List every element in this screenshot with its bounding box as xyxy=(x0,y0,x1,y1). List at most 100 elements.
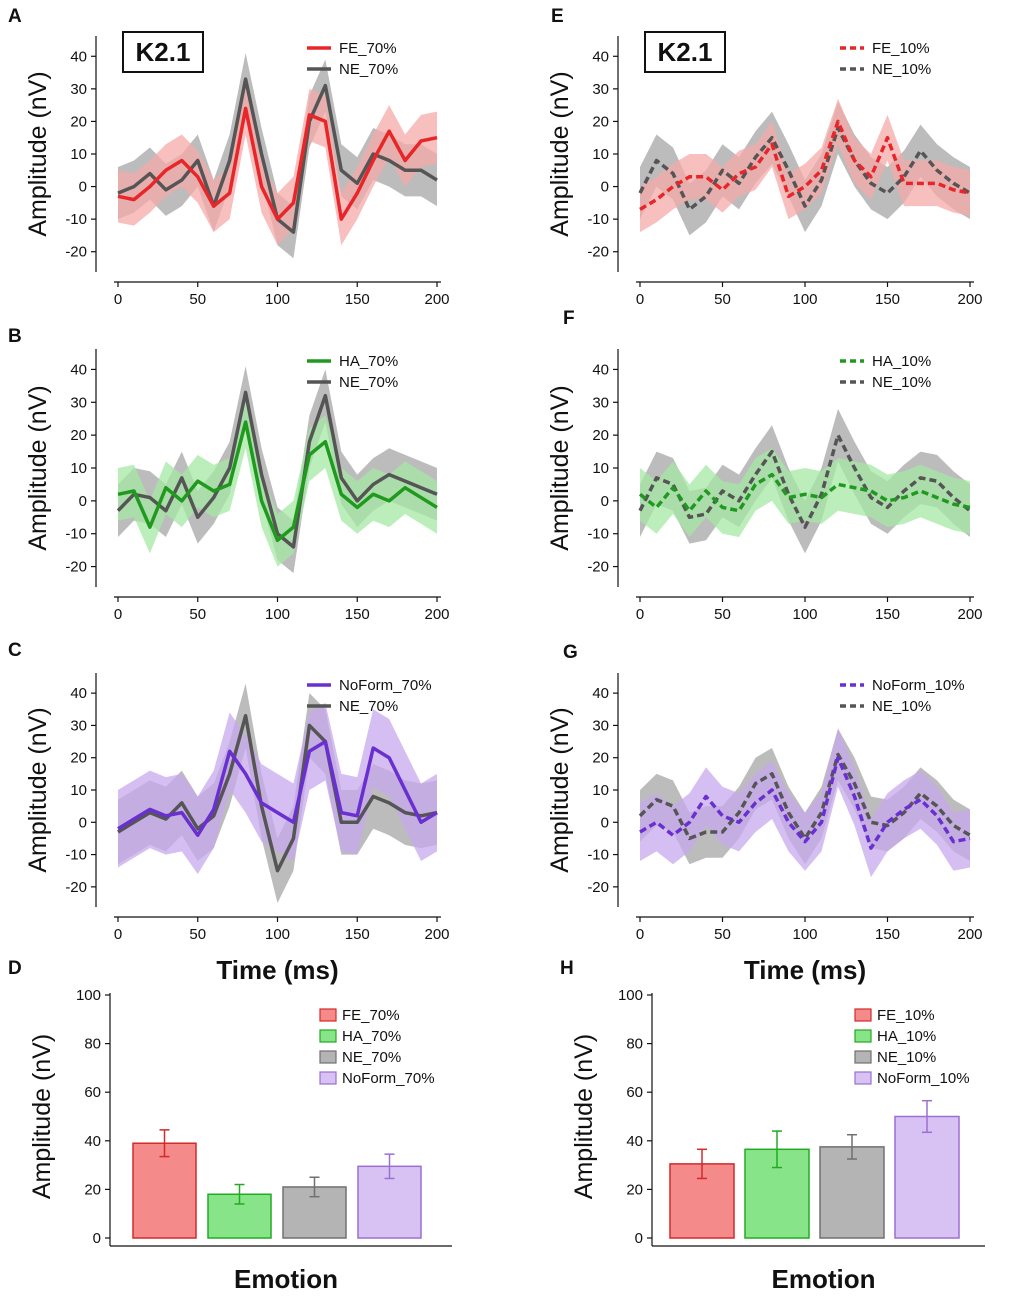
legend-label-d-fe: FE_70% xyxy=(342,1007,400,1024)
legend-label-d-noform: NoForm_70% xyxy=(342,1070,435,1087)
k-label-a: K2.1 xyxy=(136,37,191,67)
y-tick-label-f: 40 xyxy=(592,361,609,378)
y-tick-label-c: -10 xyxy=(65,847,87,864)
legend-swatch-h-ne xyxy=(854,1050,872,1064)
x-tick-label-a: 150 xyxy=(345,291,370,308)
y-tick-label-e: 40 xyxy=(592,48,609,65)
y-tick-label-f: 30 xyxy=(592,394,609,411)
y-tick-label-d: 80 xyxy=(84,1036,101,1053)
legend-label-g-noform: NoForm_10% xyxy=(872,677,965,694)
y-tick-label-h: 60 xyxy=(626,1084,643,1101)
x-tick-label-c: 200 xyxy=(424,926,449,943)
y-tick-label-f: 10 xyxy=(592,460,609,477)
y-tick-label-a: -10 xyxy=(65,211,87,228)
line-g-noform xyxy=(639,755,971,850)
legend-label-d-ha: HA_70% xyxy=(342,1028,401,1045)
x-tick-label-e: 50 xyxy=(714,291,731,308)
y-tick-label-d: 60 xyxy=(84,1084,101,1101)
y-tick-label-g: 30 xyxy=(592,717,609,734)
y-tick-label-c: -20 xyxy=(65,879,87,896)
y-tick-label-c: 20 xyxy=(70,750,87,767)
y-tick-label-f: 20 xyxy=(592,427,609,444)
x-tick-label-a: 50 xyxy=(189,291,206,308)
chart-b: -20 -10 0 10 20 30 40 0 50 100 150 200 Amplitude (nV… xyxy=(24,349,450,623)
legend-swatch-d-ha xyxy=(319,1029,337,1043)
panel-letter-h: H xyxy=(560,958,574,979)
y-tick-label-e: 30 xyxy=(592,81,609,98)
y-axis-title-h: Amplitude (nV) xyxy=(570,1034,598,1199)
y-tick-label-h: 20 xyxy=(626,1181,643,1198)
band-g-noform xyxy=(640,728,970,878)
x-tick-label-c: 100 xyxy=(265,926,290,943)
y-tick-label-a: 40 xyxy=(70,48,87,65)
x-tick-label-g: 100 xyxy=(792,926,817,943)
legend-swatch-h-ha xyxy=(854,1029,872,1043)
y-tick-label-h: 80 xyxy=(626,1036,643,1053)
y-tick-label-g: -10 xyxy=(587,847,609,864)
y-tick-label-g: 10 xyxy=(592,782,609,799)
y-axis-title-c: Amplitude (nV) xyxy=(24,707,52,872)
y-tick-label-a: 20 xyxy=(70,113,87,130)
legend-swatch-h-fe xyxy=(854,1008,872,1022)
chart-c: -20 -10 0 10 20 30 40 0 50 100 150 200 Amplitude (nV… xyxy=(24,673,450,985)
legend-label-g-ne: NE_10% xyxy=(872,698,931,715)
bar-h-noform xyxy=(894,1115,960,1239)
x-tick-label-f: 150 xyxy=(875,606,900,623)
panel-letter-a: A xyxy=(8,6,22,27)
y-tick-label-b: 20 xyxy=(70,427,87,444)
legend-label-c-noform: NoForm_70% xyxy=(339,677,432,694)
x-axis-title-g: Time (ms) xyxy=(744,955,866,985)
k-label-box-a xyxy=(122,31,204,73)
y-tick-label-a: -20 xyxy=(65,244,87,261)
legend-label-a-ne: NE_70% xyxy=(339,61,398,78)
y-tick-label-d: 40 xyxy=(84,1133,101,1150)
x-tick-label-f: 100 xyxy=(792,606,817,623)
band-a-fe xyxy=(118,82,437,246)
band-c-noform xyxy=(118,702,437,874)
x-tick-label-g: 50 xyxy=(714,926,731,943)
y-tick-label-c: 10 xyxy=(70,782,87,799)
chart-e: -20 -10 0 10 20 30 40 0 50 100 150 200 Amplitude (nV… xyxy=(546,31,983,308)
x-axis-title-c: Time (ms) xyxy=(216,955,338,985)
legend-label-h-ne: NE_10% xyxy=(877,1049,936,1066)
panel-letter-c: C xyxy=(8,640,22,661)
y-tick-label-g: 20 xyxy=(592,750,609,767)
x-tick-label-g: 150 xyxy=(875,926,900,943)
y-tick-label-f: -20 xyxy=(587,559,609,576)
legend-label-b-ha: HA_70% xyxy=(339,353,398,370)
k-label-e: K2.1 xyxy=(658,37,713,67)
y-axis-title-f: Amplitude (nV) xyxy=(546,385,574,550)
bar-d-fe xyxy=(132,1142,197,1239)
x-axis-title-h: Emotion xyxy=(772,1264,876,1294)
y-tick-label-e: 0 xyxy=(601,179,609,196)
y-tick-label-b: 10 xyxy=(70,460,87,477)
legend-label-a-fe: FE_70% xyxy=(339,40,397,57)
y-tick-label-h: 0 xyxy=(635,1230,643,1247)
y-tick-label-d: 20 xyxy=(84,1181,101,1198)
x-tick-label-c: 150 xyxy=(345,926,370,943)
x-tick-label-e: 200 xyxy=(957,291,982,308)
legend-label-f-ha: HA_10% xyxy=(872,353,931,370)
y-tick-label-f: 0 xyxy=(601,493,609,510)
y-tick-label-e: 10 xyxy=(592,146,609,163)
line-f-ha xyxy=(638,472,971,513)
y-axis-title-e: Amplitude (nV) xyxy=(546,71,574,236)
y-tick-label-g: 0 xyxy=(601,814,609,831)
y-tick-label-g: 40 xyxy=(592,685,609,702)
y-tick-label-e: -20 xyxy=(587,244,609,261)
y-axis-title-d: Amplitude (nV) xyxy=(28,1034,56,1199)
y-tick-label-b: 30 xyxy=(70,394,87,411)
y-tick-label-a: 10 xyxy=(70,146,87,163)
y-tick-label-h: 100 xyxy=(618,987,643,1004)
band-e-ne xyxy=(640,101,970,236)
line-f-ne xyxy=(638,433,972,529)
x-tick-label-a: 0 xyxy=(114,291,122,308)
x-tick-label-c: 0 xyxy=(114,926,122,943)
x-tick-label-b: 0 xyxy=(114,606,122,623)
legend-swatch-d-fe xyxy=(319,1008,337,1022)
line-b-ha xyxy=(117,420,438,543)
legend-swatch-d-ne xyxy=(319,1050,337,1064)
x-tick-label-a: 100 xyxy=(265,291,290,308)
